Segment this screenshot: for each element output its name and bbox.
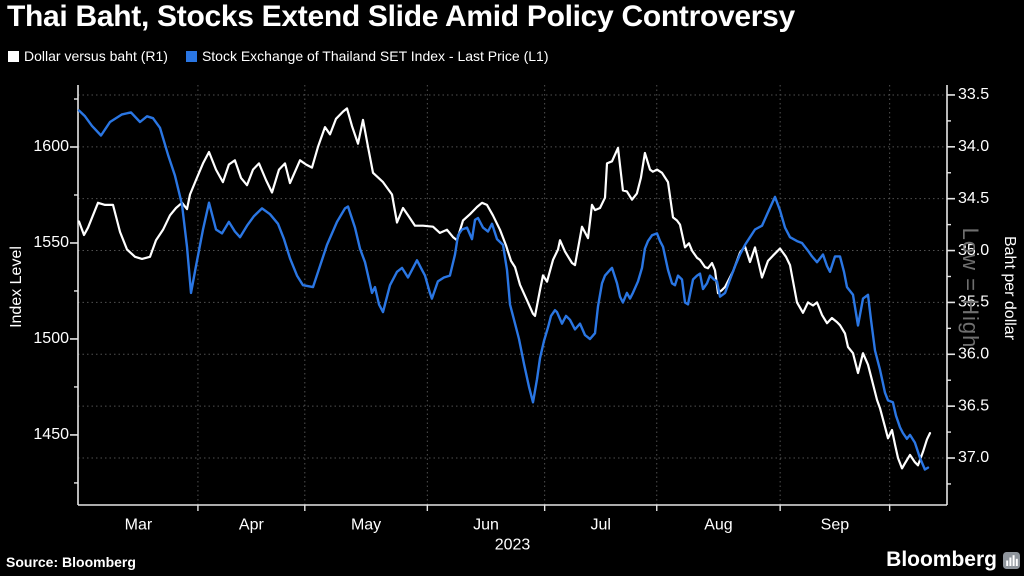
svg-text:35.0: 35.0 <box>958 242 989 259</box>
svg-text:33.5: 33.5 <box>958 86 989 103</box>
svg-text:34.5: 34.5 <box>958 190 989 207</box>
svg-text:2023: 2023 <box>495 536 531 553</box>
legend-label-dollar-baht: Dollar versus baht (R1) <box>24 48 168 64</box>
bloomberg-wordmark: Bloomberg <box>886 548 997 571</box>
legend-swatch-dollar-baht <box>8 50 19 62</box>
legend-swatch-set-index <box>185 50 197 62</box>
axis-labels: 1600 1550 1500 1450 33.5 34.0 34.5 35.0 35.5 36.0… <box>8 86 1018 553</box>
footer: Source: Bloomberg Bloomberg <box>0 548 1024 574</box>
svg-text:1450: 1450 <box>33 426 69 443</box>
gridlines <box>78 85 947 505</box>
svg-text:35.5: 35.5 <box>958 294 989 311</box>
legend-item-set-index: Stock Exchange of Thailand SET Index - L… <box>185 48 549 64</box>
right-axis-title: Baht per dollar <box>1001 236 1018 341</box>
svg-text:36.5: 36.5 <box>958 397 989 414</box>
svg-text:36.0: 36.0 <box>958 346 989 363</box>
svg-text:1550: 1550 <box>33 234 69 251</box>
legend: Dollar versus baht (R1) Stock Exchange o… <box>8 48 567 64</box>
svg-text:Jun: Jun <box>473 516 499 533</box>
low-equals-high-annotation: Low = High <box>958 228 983 349</box>
bloomberg-logo: Bloomberg <box>886 548 1020 572</box>
bloomberg-terminal-icon <box>1003 551 1020 569</box>
legend-label-set-index: Stock Exchange of Thailand SET Index - L… <box>201 48 549 64</box>
svg-text:1500: 1500 <box>33 330 69 347</box>
svg-text:Aug: Aug <box>704 516 732 533</box>
svg-text:Apr: Apr <box>239 516 265 533</box>
page-title: Thai Baht, Stocks Extend Slide Amid Poli… <box>7 0 795 33</box>
left-axis-title: Index Level <box>8 246 25 328</box>
svg-text:34.0: 34.0 <box>958 138 989 155</box>
svg-text:37.0: 37.0 <box>958 449 989 466</box>
svg-text:May: May <box>351 516 381 533</box>
source-label: Source: Bloomberg <box>6 554 136 570</box>
series-lines <box>77 107 932 471</box>
svg-text:1600: 1600 <box>33 138 69 155</box>
svg-text:Jul: Jul <box>590 516 610 533</box>
legend-item-dollar-baht: Dollar versus baht (R1) <box>8 48 168 64</box>
axes <box>70 85 955 511</box>
svg-text:Sep: Sep <box>821 516 850 533</box>
svg-text:Mar: Mar <box>125 516 153 533</box>
